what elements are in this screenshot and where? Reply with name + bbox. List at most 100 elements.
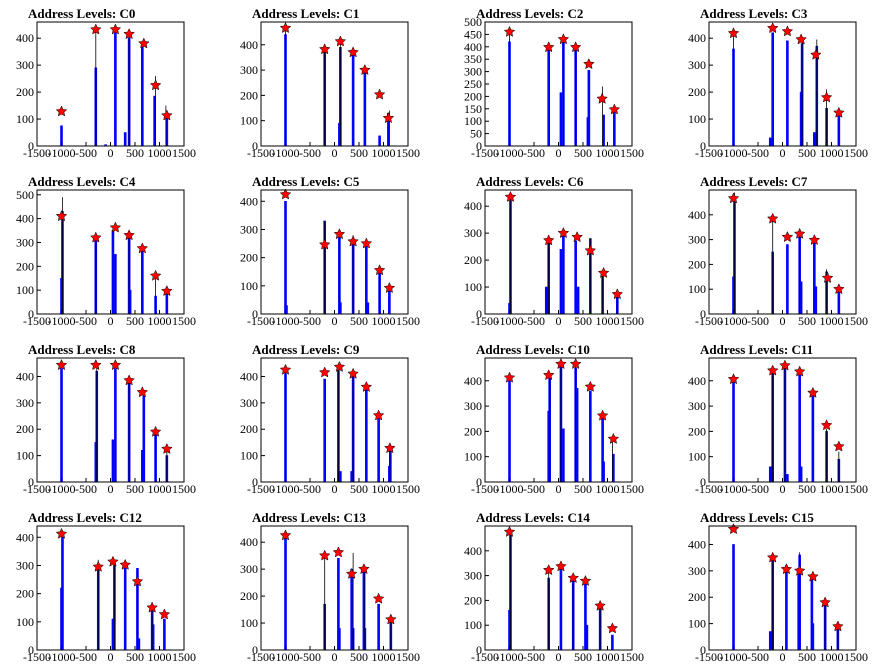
peak-marker [89, 231, 102, 243]
histogram-bar [768, 466, 772, 483]
histogram-spike [549, 373, 551, 482]
histogram-spike [616, 292, 618, 314]
x-tick-label: 1000 [820, 482, 844, 496]
histogram-spike [62, 197, 63, 314]
peak-marker [833, 440, 845, 452]
y-tick-label: 100 [688, 112, 706, 126]
y-tick-label: 100 [16, 283, 34, 297]
y-tick-label: 0 [476, 475, 482, 489]
y-tick-label: 500 [16, 188, 34, 202]
peak-marker [149, 269, 162, 281]
y-tick-label: 200 [240, 88, 258, 102]
histogram-bar [814, 286, 818, 315]
peak-marker [89, 359, 102, 371]
peak-marker [583, 58, 595, 70]
y-tick-label: 450 [464, 27, 482, 41]
x-tick-label: -500 [523, 482, 545, 496]
histogram-bar [142, 394, 146, 483]
histogram-spike [155, 275, 156, 314]
histogram-bar [768, 137, 772, 147]
histogram-bar [123, 132, 127, 147]
peak-marker [318, 549, 331, 561]
panel-6: Address Levels: C6 0 100 200 300 400 -1500-100… [464, 174, 644, 328]
histogram-bar [798, 372, 801, 483]
peak-marker [727, 523, 740, 535]
histogram-bar [559, 92, 563, 147]
peak-marker [109, 23, 122, 35]
peak-marker [727, 373, 740, 385]
histogram-spike [352, 552, 354, 650]
peak-marker [318, 238, 331, 250]
x-tick-label: 1000 [820, 314, 844, 328]
x-tick-label: -1500 [247, 650, 275, 664]
peak-marker [146, 601, 158, 613]
histogram-bar [585, 624, 589, 651]
histogram-bar [111, 439, 115, 483]
x-tick-label: -500 [747, 650, 769, 664]
x-tick-label: -500 [523, 314, 545, 328]
peak-marker [781, 231, 794, 243]
x-tick-label: -1000 [48, 146, 76, 160]
x-tick-label: 0 [108, 482, 114, 496]
y-tick-label: 300 [688, 233, 706, 247]
x-tick-label: -1500 [695, 146, 723, 160]
histogram-bar [377, 418, 380, 483]
histogram-bar [323, 378, 327, 483]
y-tick-label: 100 [688, 617, 706, 631]
histogram-spike [339, 232, 340, 314]
histogram-spike [816, 39, 818, 146]
peak-marker [819, 596, 831, 608]
peak-marker [821, 271, 834, 283]
y-tick-label: 200 [240, 589, 258, 603]
y-tick-label: 350 [464, 52, 482, 66]
y-tick-label: 0 [700, 139, 706, 153]
y-tick-label: 200 [240, 251, 258, 265]
peak-marker [793, 365, 806, 377]
x-tick-label: 0 [556, 146, 562, 160]
histogram-spike [826, 89, 827, 146]
x-tick-label: 0 [332, 314, 338, 328]
histogram-spike [114, 559, 115, 650]
panel-title: Address Levels: C5 [252, 174, 360, 189]
x-tick-label: 1500 [396, 650, 420, 664]
peak-marker [383, 281, 396, 294]
peak-marker [55, 105, 68, 117]
peak-marker [158, 608, 171, 620]
peak-marker [149, 79, 162, 91]
x-tick-label: -500 [299, 650, 321, 664]
peak-marker [571, 231, 583, 243]
peak-marker [119, 558, 132, 570]
x-tick-label: 1500 [844, 482, 868, 496]
histogram-bar [576, 286, 580, 315]
histogram-bar [338, 628, 341, 651]
plot-frame [36, 21, 185, 147]
peak-marker [55, 210, 68, 222]
peak-marker [136, 386, 149, 398]
histogram-spike [602, 270, 603, 314]
histogram-spike [390, 620, 392, 650]
y-tick-label: 200 [464, 593, 482, 607]
plot-frame [260, 525, 409, 651]
y-tick-label: 100 [464, 114, 482, 128]
peak-marker [727, 192, 740, 204]
histogram-spike [95, 232, 97, 314]
y-tick-label: 400 [16, 369, 34, 383]
y-tick-label: 250 [464, 77, 482, 91]
panel-title: Address Levels: C9 [252, 342, 360, 357]
y-tick-label: 0 [28, 643, 34, 657]
panel-title: Address Levels: C1 [252, 6, 359, 21]
panel-title: Address Levels: C3 [700, 6, 808, 21]
x-tick-label: -1500 [471, 482, 499, 496]
histogram-spike [128, 30, 130, 147]
peak-marker [318, 43, 331, 55]
panel-title: Address Levels: C10 [476, 342, 590, 357]
histogram-spike [165, 105, 167, 146]
panel-title: Address Levels: C4 [28, 174, 136, 189]
x-tick-label: -1000 [720, 314, 748, 328]
histogram-spike [548, 568, 550, 650]
x-tick-label: -500 [299, 314, 321, 328]
histogram-bar [137, 638, 141, 651]
histogram-spike [772, 555, 774, 650]
y-tick-label: 0 [700, 643, 706, 657]
y-tick-label: 300 [16, 558, 34, 572]
